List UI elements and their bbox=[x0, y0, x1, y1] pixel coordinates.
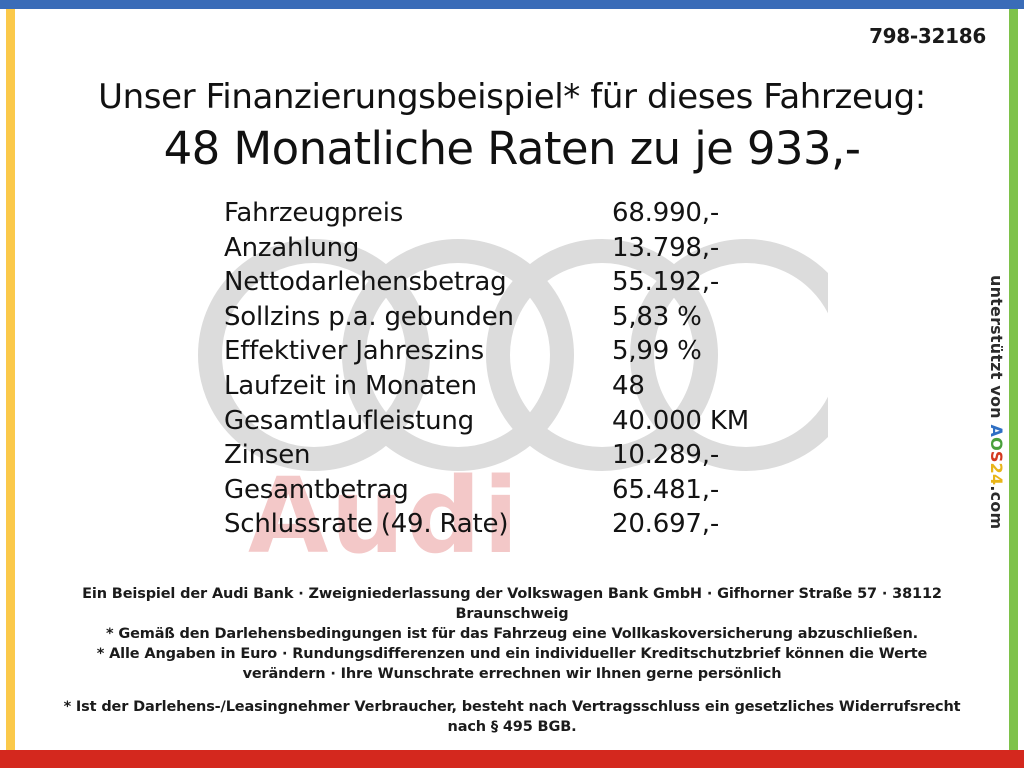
finance-row-label: Gesamtlaufleistung bbox=[224, 405, 474, 436]
finance-row-label: Anzahlung bbox=[224, 232, 360, 263]
legal-paragraph: * Alle Angaben in Euro · Rundungsdiffere… bbox=[96, 646, 928, 682]
finance-row-label: Gesamtbetrag bbox=[224, 474, 409, 505]
aos24-logo-letter-o: O bbox=[987, 437, 1006, 451]
finance-row-value: 13.798,- bbox=[612, 232, 720, 263]
finance-row-value: 55.192,- bbox=[612, 267, 720, 298]
finance-row: Gesamtlaufleistung 40.000 KM bbox=[224, 406, 749, 441]
finance-row-value: 48 bbox=[612, 370, 645, 401]
finance-row: Effektiver Jahreszins 5,99 % bbox=[224, 336, 749, 371]
aos24-logo-number-24: 24 bbox=[987, 462, 1006, 486]
headline-block: Unser Finanzierungsbeispiel* für dieses … bbox=[0, 76, 1024, 176]
legal-paragraph: * Gemäß den Darlehensbedingungen ist für… bbox=[105, 626, 919, 642]
sponsor-strip: unterstützt von AOS24.com bbox=[982, 275, 1008, 565]
finance-row: Fahrzeugpreis 68.990,- bbox=[224, 198, 749, 233]
finance-row-label: Zinsen bbox=[224, 440, 311, 471]
finance-row-value: 40.000 KM bbox=[612, 405, 749, 436]
legal-paragraph: Ein Beispiel der Audi Bank · Zweignieder… bbox=[82, 586, 942, 622]
aos24-logo-letter-a: A bbox=[987, 424, 1006, 438]
finance-row: Nettodarlehensbetrag 55.192,- bbox=[224, 267, 749, 302]
aos24-logo-tld: .com bbox=[987, 485, 1006, 530]
finance-row-label: Fahrzeugpreis bbox=[224, 198, 404, 228]
sponsor-prefix-label: unterstützt von bbox=[987, 275, 1006, 425]
finance-row: Gesamtbetrag 65.481,- bbox=[224, 475, 749, 510]
right-accent-bar bbox=[1009, 9, 1018, 750]
page-subtitle: 48 Monatliche Raten zu je 933,- bbox=[163, 122, 861, 175]
finance-row-value: 65.481,- bbox=[612, 474, 720, 505]
aos24-logo-letter-s: S bbox=[987, 450, 1006, 463]
finance-row-label: Laufzeit in Monaten bbox=[224, 370, 477, 401]
legal-footer: Ein Beispiel der Audi Bank · Zweignieder… bbox=[32, 584, 992, 737]
top-accent-bar bbox=[0, 0, 1024, 9]
finance-row-value: 20.697,- bbox=[612, 509, 720, 540]
finance-row: Schlussrate (49. Rate) 20.697,- bbox=[224, 509, 749, 544]
finance-row: Anzahlung 13.798,- bbox=[224, 233, 749, 268]
finance-row-label: Sollzins p.a. gebunden bbox=[224, 301, 514, 332]
finance-row-value: 5,83 % bbox=[612, 301, 702, 332]
finance-row-value: 10.289,- bbox=[612, 440, 720, 471]
reference-number: 798-32186 bbox=[869, 24, 986, 48]
finance-table: Fahrzeugpreis 68.990,- Anzahlung 13.798,- Ne… bbox=[224, 198, 749, 544]
finance-row-label: Effektiver Jahreszins bbox=[224, 336, 484, 367]
left-accent-bar bbox=[6, 9, 15, 750]
finance-row-value: 5,99 % bbox=[612, 336, 702, 367]
legal-paragraph: * Ist der Darlehens-/Leasingnehmer Verbr… bbox=[63, 699, 961, 735]
finance-row: Sollzins p.a. gebunden 5,83 % bbox=[224, 302, 749, 337]
finance-row-label: Schlussrate (49. Rate) bbox=[224, 509, 509, 540]
finance-row-value: 68.990,- bbox=[612, 198, 720, 228]
finance-row-label: Nettodarlehensbetrag bbox=[224, 267, 507, 298]
page-title: Unser Finanzierungsbeispiel* für dieses … bbox=[98, 77, 926, 117]
finance-row: Zinsen 10.289,- bbox=[224, 440, 749, 475]
bottom-accent-bar bbox=[0, 750, 1024, 768]
sponsor-credit: unterstützt von AOS24.com bbox=[986, 275, 1006, 529]
finance-row: Laufzeit in Monaten 48 bbox=[224, 371, 749, 406]
